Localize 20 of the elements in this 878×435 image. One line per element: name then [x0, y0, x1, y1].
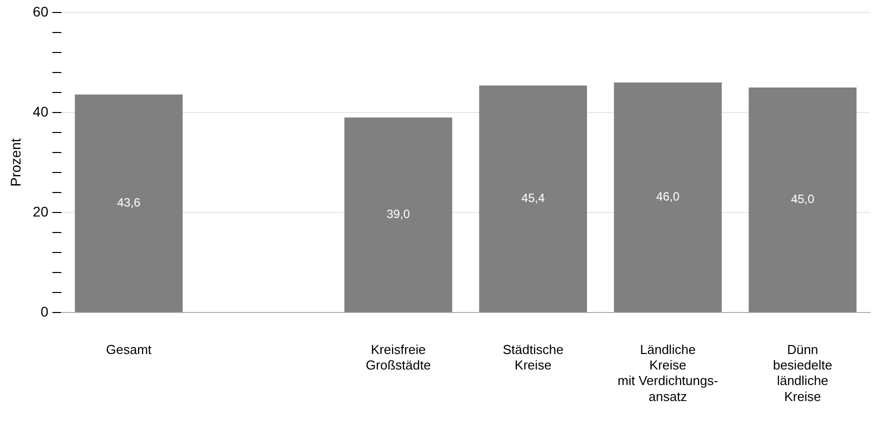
y-tick-label: 40 — [32, 103, 49, 120]
x-tick-label: Gesamt — [106, 342, 152, 357]
y-tick-label: 60 — [32, 3, 49, 20]
bar — [748, 87, 857, 312]
x-tick-label: Ländliche Kreise mit Verdichtungs- ansatz — [618, 342, 718, 404]
y-tick-label: 0 — [40, 303, 49, 320]
data-label: 45,4 — [521, 191, 546, 206]
y-tick-label: 20 — [32, 203, 49, 220]
bar — [479, 85, 587, 312]
data-label: 46,0 — [656, 190, 680, 204]
data-label: 43,6 — [117, 196, 141, 210]
data-label: 45,0 — [790, 192, 815, 206]
bar — [344, 117, 452, 312]
x-tick-label: Dünn besiedelte ländliche Kreise — [772, 342, 832, 404]
bar — [614, 82, 722, 312]
y-axis-title: Prozent — [7, 138, 24, 187]
data-label: 39,0 — [386, 207, 410, 222]
bar — [74, 94, 183, 312]
x-tick-label: Städtische Kreise — [502, 342, 564, 373]
x-tick-label: Kreisfreie Großstädte — [366, 342, 431, 373]
